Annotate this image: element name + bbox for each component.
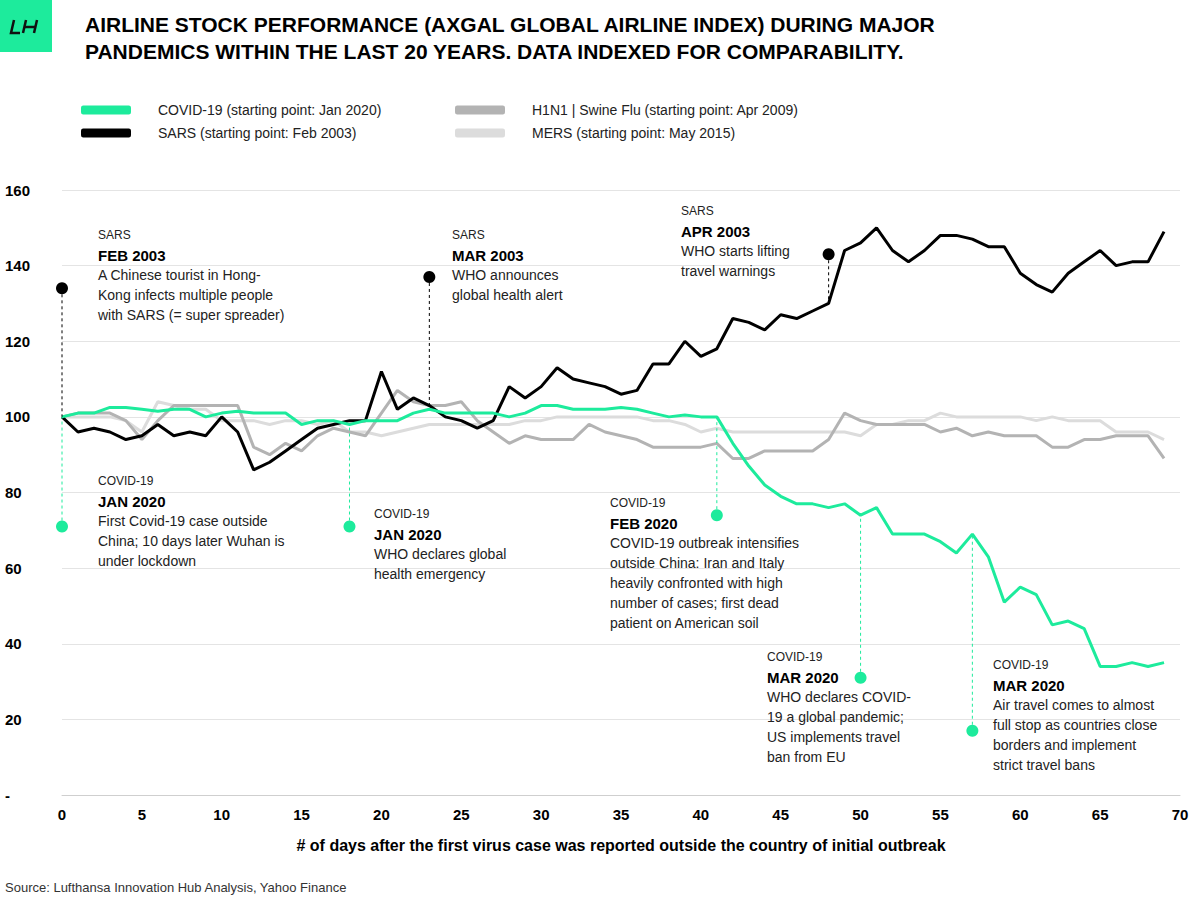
svg-text:SARS: SARS	[681, 204, 714, 218]
svg-text:25: 25	[453, 806, 470, 823]
svg-text:140: 140	[5, 257, 30, 274]
svg-text:30: 30	[533, 806, 550, 823]
svg-text:COVID-19 (starting point: Jan: COVID-19 (starting point: Jan 2020)	[158, 102, 381, 118]
svg-text:health emergency: health emergency	[374, 566, 485, 582]
svg-text:COVID-19: COVID-19	[610, 496, 666, 510]
svg-text:patient on American soil: patient on American soil	[610, 615, 759, 631]
svg-text:AIRLINE STOCK PERFORMANCE (AXG: AIRLINE STOCK PERFORMANCE (AXGAL GLOBAL …	[85, 13, 935, 36]
svg-text:Kong infects multiple people: Kong infects multiple people	[98, 287, 273, 303]
svg-text:MAR 2020: MAR 2020	[767, 669, 839, 686]
svg-text:FEB 2020: FEB 2020	[610, 515, 678, 532]
svg-text:travel warnings: travel warnings	[681, 263, 775, 279]
svg-text:US implements travel: US implements travel	[767, 729, 900, 745]
svg-text:First Covid-19 case outside: First Covid-19 case outside	[98, 513, 268, 529]
svg-text:heavily confronted with high: heavily confronted with high	[610, 575, 783, 591]
svg-text:60: 60	[1012, 806, 1029, 823]
svg-text:number of cases; first dead: number of cases; first dead	[610, 595, 779, 611]
svg-text:5: 5	[138, 806, 146, 823]
svg-text:-: -	[5, 787, 10, 804]
svg-text:80: 80	[5, 484, 22, 501]
svg-text:SARS (starting point: Feb 2003: SARS (starting point: Feb 2003)	[158, 125, 356, 141]
svg-text:COVID-19: COVID-19	[993, 658, 1049, 672]
svg-text:MERS (starting point: May 2015: MERS (starting point: May 2015)	[532, 125, 735, 141]
svg-text:# of days after the first viru: # of days after the first virus case was…	[296, 837, 945, 854]
svg-text:10: 10	[213, 806, 230, 823]
svg-text:under lockdown: under lockdown	[98, 553, 196, 569]
svg-text:H1N1 | Swine Flu (starting poi: H1N1 | Swine Flu (starting point: Apr 20…	[532, 102, 798, 118]
svg-text:SARS: SARS	[98, 228, 131, 242]
svg-text:WHO declares COVID-: WHO declares COVID-	[767, 689, 911, 705]
svg-text:FEB 2003: FEB 2003	[98, 247, 166, 264]
svg-text:20: 20	[5, 711, 22, 728]
svg-text:full stop as countries close: full stop as countries close	[993, 717, 1157, 733]
svg-text:MAR 2020: MAR 2020	[993, 677, 1065, 694]
svg-text:20: 20	[373, 806, 390, 823]
svg-text:70: 70	[1172, 806, 1189, 823]
svg-text:100: 100	[5, 408, 30, 425]
svg-text:Source: Lufthansa Innovation H: Source: Lufthansa Innovation Hub Analysi…	[5, 880, 346, 895]
svg-text:China; 10 days later Wuhan is: China; 10 days later Wuhan is	[98, 533, 285, 549]
svg-text:55: 55	[932, 806, 949, 823]
svg-text:19 a global pandemic;: 19 a global pandemic;	[767, 709, 904, 725]
svg-text:160: 160	[5, 182, 30, 199]
svg-text:JAN 2020: JAN 2020	[374, 526, 442, 543]
svg-text:15: 15	[293, 806, 310, 823]
svg-text:COVID-19 outbreak intensifies: COVID-19 outbreak intensifies	[610, 535, 799, 551]
svg-text:COVID-19: COVID-19	[98, 474, 154, 488]
svg-text:APR 2003: APR 2003	[681, 223, 750, 240]
svg-text:strict travel bans: strict travel bans	[993, 757, 1095, 773]
svg-text:borders and implement: borders and implement	[993, 737, 1136, 753]
svg-text:SARS: SARS	[452, 228, 485, 242]
svg-text:JAN 2020: JAN 2020	[98, 493, 166, 510]
svg-text:120: 120	[5, 333, 30, 350]
svg-text:40: 40	[693, 806, 710, 823]
svg-text:50: 50	[852, 806, 869, 823]
svg-text:ban from EU: ban from EU	[767, 749, 846, 765]
svg-text:MAR 2003: MAR 2003	[452, 247, 524, 264]
svg-text:45: 45	[772, 806, 789, 823]
svg-text:65: 65	[1092, 806, 1109, 823]
svg-text:Air travel comes to almost: Air travel comes to almost	[993, 697, 1154, 713]
svg-text:40: 40	[5, 635, 22, 652]
svg-text:WHO starts lifting: WHO starts lifting	[681, 243, 790, 259]
svg-text:WHO declares global: WHO declares global	[374, 546, 506, 562]
svg-text:COVID-19: COVID-19	[767, 650, 823, 664]
svg-text:outside China: Iran and Italy: outside China: Iran and Italy	[610, 555, 784, 571]
svg-text:A Chinese tourist in Hong-: A Chinese tourist in Hong-	[98, 267, 261, 283]
svg-text:0: 0	[58, 806, 66, 823]
svg-text:60: 60	[5, 560, 22, 577]
svg-text:WHO announces: WHO announces	[452, 267, 559, 283]
svg-text:global health alert: global health alert	[452, 287, 563, 303]
svg-text:COVID-19: COVID-19	[374, 507, 430, 521]
svg-text:35: 35	[613, 806, 630, 823]
svg-text:PANDEMICS WITHIN THE LAST 20 Y: PANDEMICS WITHIN THE LAST 20 YEARS. DATA…	[85, 40, 904, 63]
svg-text:with SARS (= super spreader): with SARS (= super spreader)	[97, 307, 284, 323]
